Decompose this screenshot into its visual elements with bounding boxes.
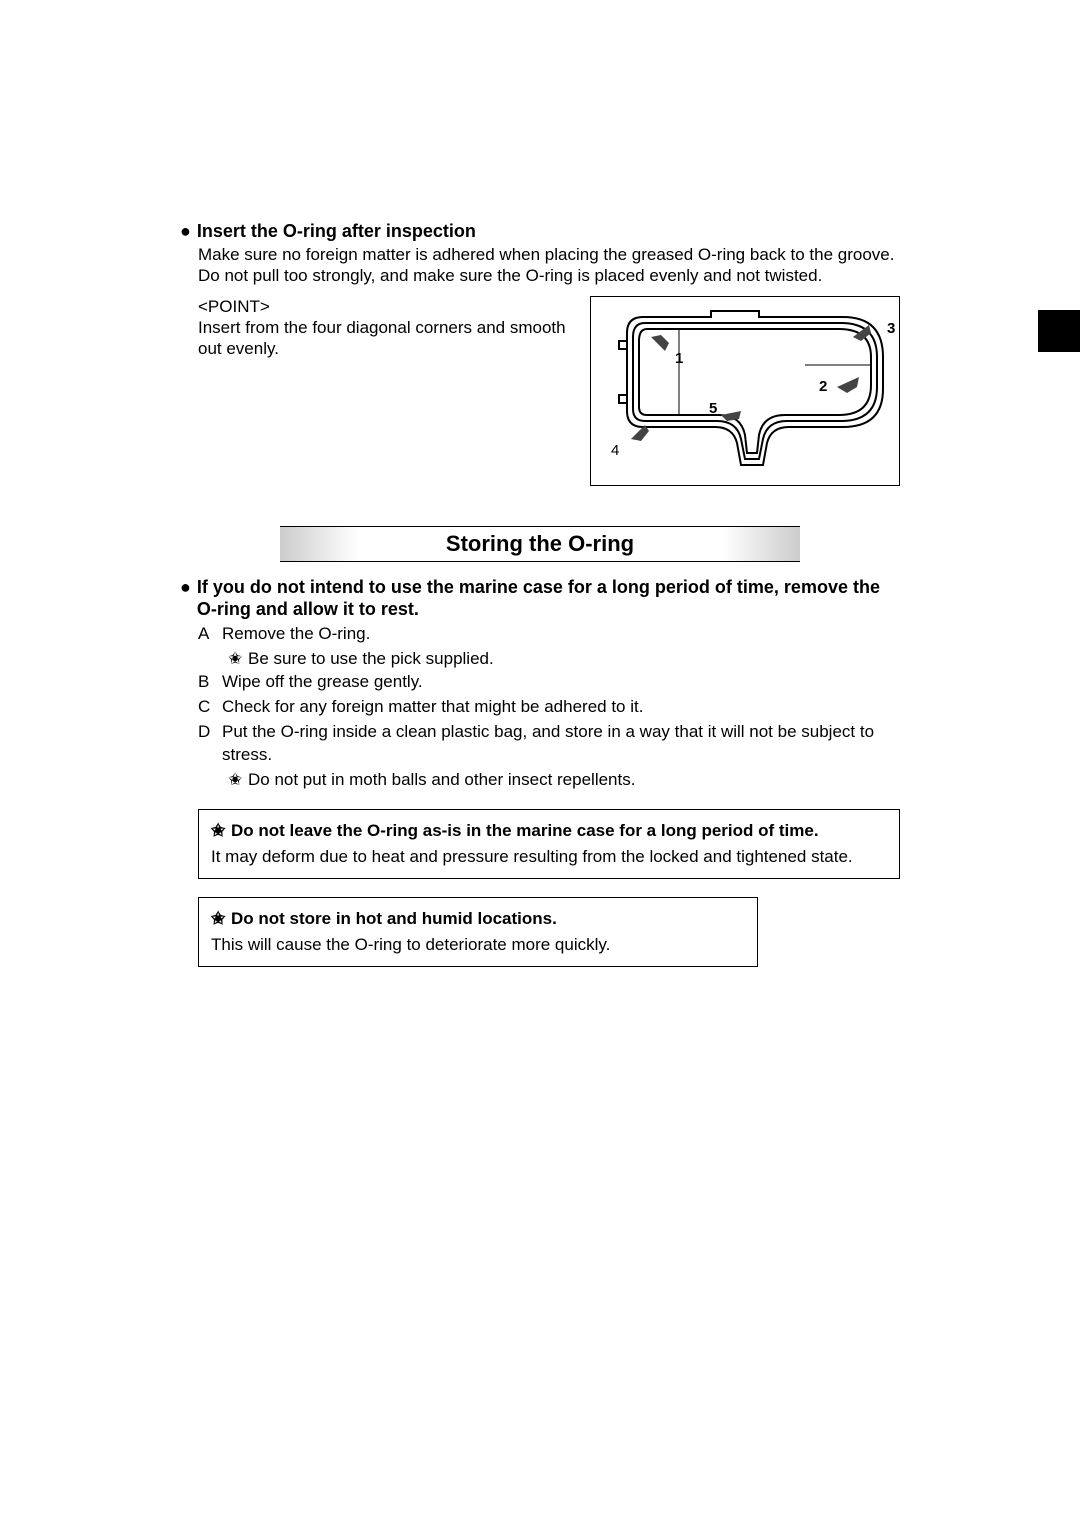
star-icon: ✬ bbox=[228, 768, 248, 791]
step-letter: A bbox=[198, 622, 222, 645]
star-icon: ✬ bbox=[211, 820, 231, 842]
step-note-text: Do not put in moth balls and other insec… bbox=[248, 768, 635, 791]
section1-body1: Make sure no foreign matter is adhered w… bbox=[198, 244, 900, 265]
step-text: Put the O-ring inside a clean plastic ba… bbox=[222, 720, 900, 766]
note-box-2: ✬ Do not store in hot and humid location… bbox=[198, 897, 758, 967]
step-A-note: ✬ Be sure to use the pick supplied. bbox=[228, 647, 900, 670]
step-letter: B bbox=[198, 670, 222, 693]
oring-diagram-svg: 1 2 3 4 5 bbox=[591, 297, 901, 487]
note1-title-row: ✬ Do not leave the O-ring as-is in the m… bbox=[211, 820, 887, 842]
step-D-note: ✬ Do not put in moth balls and other ins… bbox=[228, 768, 900, 791]
step-text: Check for any foreign matter that might … bbox=[222, 695, 643, 718]
star-icon: ✬ bbox=[211, 908, 231, 930]
section2-intro: If you do not intend to use the marine c… bbox=[197, 576, 900, 620]
step-A: A Remove the O-ring. bbox=[198, 622, 900, 645]
section1-heading-row: ● Insert the O-ring after inspection bbox=[180, 220, 900, 242]
note1-title: Do not leave the O-ring as-is in the mar… bbox=[231, 820, 819, 842]
point-text-block: <POINT> Insert from the four diagonal co… bbox=[198, 296, 570, 486]
point-label: <POINT> bbox=[198, 296, 570, 317]
diagram-label-4: 4 bbox=[611, 442, 619, 459]
bullet-icon: ● bbox=[180, 220, 191, 242]
point-region: <POINT> Insert from the four diagonal co… bbox=[198, 296, 900, 486]
step-D: D Put the O-ring inside a clean plastic … bbox=[198, 720, 900, 766]
diagram-label-1: 1 bbox=[675, 350, 683, 367]
page-tab-marker bbox=[1038, 310, 1080, 352]
bullet-icon: ● bbox=[180, 576, 191, 598]
diagram-label-2: 2 bbox=[819, 378, 827, 395]
step-note-text: Be sure to use the pick supplied. bbox=[248, 647, 494, 670]
step-letter: D bbox=[198, 720, 222, 743]
star-icon: ✬ bbox=[228, 647, 248, 670]
note1-body: It may deform due to heat and pressure r… bbox=[211, 846, 887, 868]
note2-body: This will cause the O-ring to deteriorat… bbox=[211, 934, 745, 956]
section1-heading: Insert the O-ring after inspection bbox=[197, 220, 476, 242]
step-text: Wipe off the grease gently. bbox=[222, 670, 423, 693]
section2-title: Storing the O-ring bbox=[280, 526, 800, 562]
page: ● Insert the O-ring after inspection Mak… bbox=[0, 0, 1080, 1527]
step-C: C Check for any foreign matter that migh… bbox=[198, 695, 900, 718]
step-text: Remove the O-ring. bbox=[222, 622, 370, 645]
step-letter: C bbox=[198, 695, 222, 718]
section2-intro-row: ● If you do not intend to use the marine… bbox=[180, 576, 900, 620]
oring-diagram: 1 2 3 4 5 bbox=[590, 296, 900, 486]
diagram-label-3: 3 bbox=[887, 320, 895, 337]
note2-title: Do not store in hot and humid locations. bbox=[231, 908, 557, 930]
diagram-label-5: 5 bbox=[709, 400, 717, 417]
point-body: Insert from the four diagonal corners an… bbox=[198, 317, 570, 359]
section1-body2: Do not pull too strongly, and make sure … bbox=[198, 265, 900, 286]
note-box-1: ✬ Do not leave the O-ring as-is in the m… bbox=[198, 809, 900, 879]
note2-title-row: ✬ Do not store in hot and humid location… bbox=[211, 908, 745, 930]
step-B: B Wipe off the grease gently. bbox=[198, 670, 900, 693]
steps-list: A Remove the O-ring. ✬ Be sure to use th… bbox=[198, 622, 900, 791]
